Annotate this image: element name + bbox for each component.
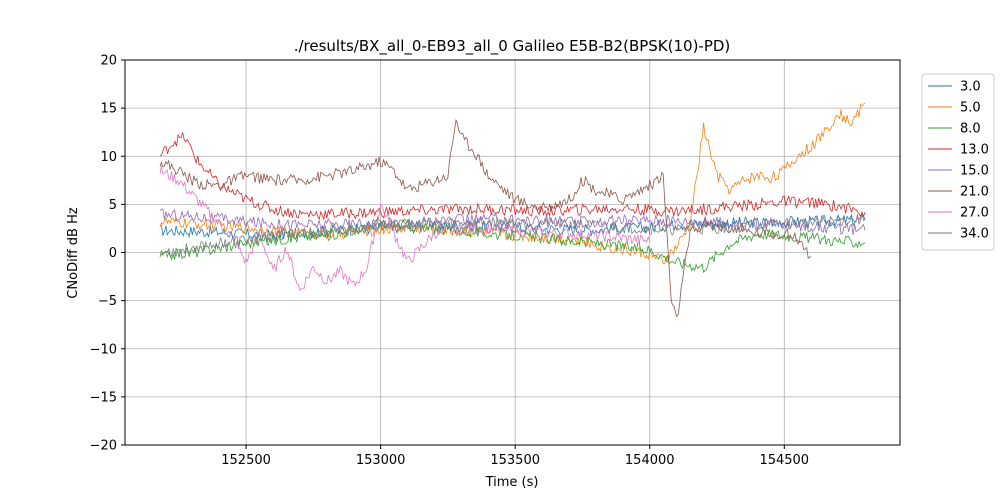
x-tick-label: 152500	[221, 453, 271, 468]
y-tick-label: 20	[100, 54, 117, 69]
y-tick-label: −5	[98, 294, 117, 309]
x-axis-label: Time (s)	[485, 475, 539, 490]
x-tick-label: 154000	[625, 453, 675, 468]
legend-label-3.0: 3.0	[960, 80, 981, 95]
series-line-5.0	[159, 102, 866, 265]
plot-area: 152500 153000 153500 154000 154500 −20 −15 −10 −…	[90, 54, 901, 468]
legend: 3.0 5.0 8.0 13.0 15.0 21.0 27.0 34.0	[921, 73, 995, 251]
legend-label-13.0: 13.0	[960, 143, 989, 158]
y-tick-label: −10	[90, 342, 117, 357]
y-tick-label: 0	[109, 246, 117, 261]
y-tick-label: −20	[90, 439, 117, 454]
legend-label-15.0: 15.0	[960, 164, 989, 179]
legend-label-8.0: 8.0	[960, 122, 981, 137]
series-line-34.0	[159, 213, 866, 259]
legend-label-21.0: 21.0	[960, 185, 989, 200]
series-line-27.0	[159, 166, 651, 292]
y-tick-label: 10	[100, 150, 117, 165]
series-line-21.0	[159, 118, 812, 318]
y-tick-label: 15	[100, 102, 117, 117]
series-line-13.0	[159, 132, 866, 221]
series-line-15.0	[159, 208, 866, 235]
y-tick-label: −15	[90, 390, 117, 405]
x-tick-label: 154500	[759, 453, 809, 468]
legend-label-34.0: 34.0	[960, 227, 989, 242]
chart-title: ./results/BX_all_0-EB93_all_0 Galileo E5…	[294, 37, 731, 56]
legend-label-27.0: 27.0	[960, 206, 989, 221]
y-tick-label: 5	[109, 198, 117, 213]
series-line-8.0	[159, 218, 866, 273]
x-tick-label: 153500	[490, 453, 540, 468]
x-tick-label: 153000	[356, 453, 406, 468]
legend-label-5.0: 5.0	[960, 101, 981, 116]
y-axis-label: CNoDiff dB Hz	[66, 207, 81, 299]
legend-box	[921, 73, 995, 251]
